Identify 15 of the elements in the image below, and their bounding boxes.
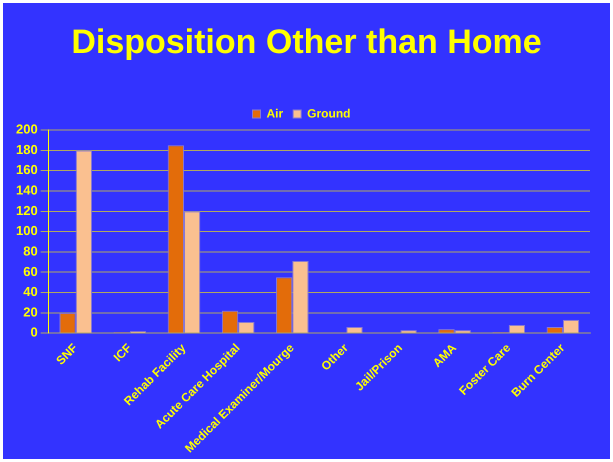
y-tick-label: 160 [16,162,38,178]
y-tick-label: 120 [16,202,38,218]
y-tick-label: 140 [16,182,38,198]
legend-label: Ground [307,106,350,120]
y-tick-label: 20 [23,304,38,320]
y-tick-label: 40 [23,284,38,300]
y-tick-label: 100 [16,223,38,238]
chart-title: Disposition Other than Home [70,23,543,62]
y-tick-label: 0 [30,324,38,340]
y-tick-label: 180 [16,142,38,157]
y-tick-label: 200 [16,122,38,137]
x-tick-label: ICF [110,340,134,364]
y-tick-label: 60 [23,264,38,279]
y-tick-label: 80 [23,243,38,258]
legend-label: Air [266,106,284,120]
